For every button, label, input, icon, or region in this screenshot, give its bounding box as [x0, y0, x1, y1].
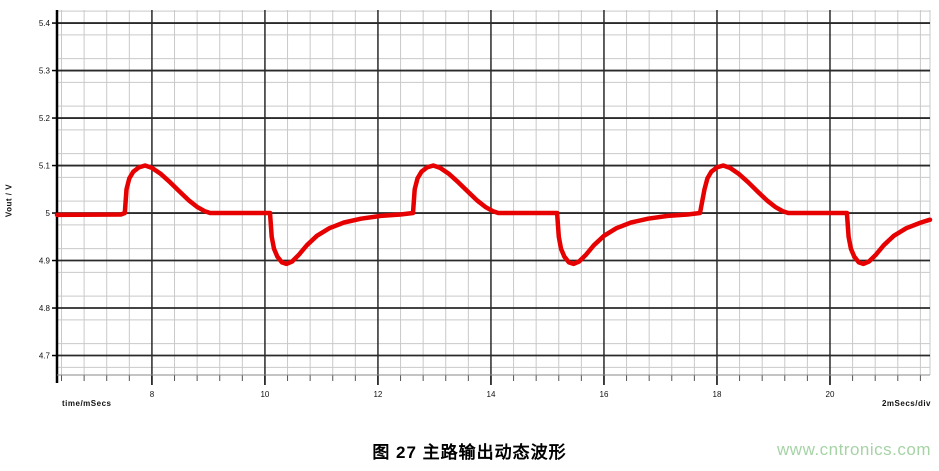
svg-text:18: 18	[713, 390, 722, 399]
waveform-chart: 8 10 12 14 16 18 20 4.7 4.8 4.9 5 5.1 5.2 5.3 5.4	[39, 10, 933, 399]
svg-text:8: 8	[150, 390, 155, 399]
svg-text:14: 14	[487, 390, 496, 399]
figure-caption: 图 27 主路输出动态波形	[372, 443, 567, 462]
svg-text:4.8: 4.8	[39, 304, 51, 313]
svg-text:5.3: 5.3	[39, 67, 51, 76]
watermark: www.cntronics.com	[777, 440, 931, 459]
x-axis-unit-label: time/mSecs	[62, 399, 112, 408]
y-axis-title: Vout / V	[4, 183, 14, 218]
svg-text:4.9: 4.9	[39, 257, 51, 266]
svg-text:16: 16	[600, 390, 609, 399]
x-axis-scale-label: 2mSecs/div	[881, 399, 931, 408]
svg-text:20: 20	[826, 390, 835, 399]
svg-text:4.7: 4.7	[39, 352, 51, 361]
svg-text:12: 12	[373, 390, 382, 399]
waveform-trace	[54, 163, 933, 267]
svg-text:10: 10	[260, 390, 269, 399]
svg-text:5.4: 5.4	[39, 19, 51, 28]
svg-text:5: 5	[46, 209, 51, 218]
svg-text:5.2: 5.2	[39, 114, 51, 123]
svg-text:5.1: 5.1	[39, 162, 51, 171]
